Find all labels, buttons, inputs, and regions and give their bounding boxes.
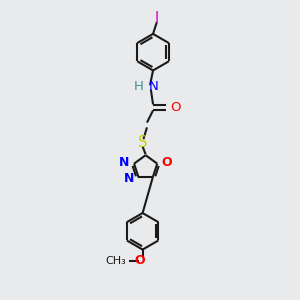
Text: O: O [170, 101, 181, 114]
Text: N: N [148, 80, 158, 93]
Text: N: N [119, 156, 130, 169]
Text: N: N [124, 172, 134, 184]
Text: H: H [134, 80, 143, 93]
Text: S: S [138, 135, 147, 150]
Text: I: I [155, 11, 159, 26]
Text: O: O [162, 156, 172, 169]
Text: CH₃: CH₃ [105, 256, 126, 266]
Text: O: O [135, 254, 145, 267]
